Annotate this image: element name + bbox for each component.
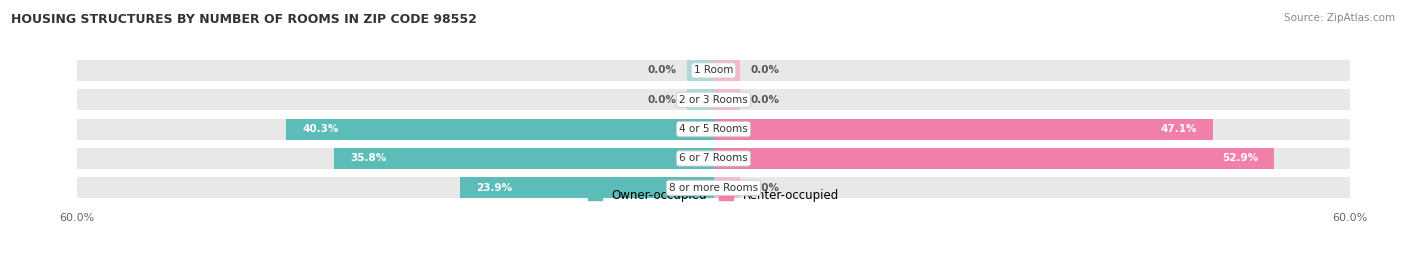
Text: 0.0%: 0.0% bbox=[751, 65, 780, 75]
Text: 40.3%: 40.3% bbox=[302, 124, 339, 134]
Text: 2 or 3 Rooms: 2 or 3 Rooms bbox=[679, 95, 748, 105]
Text: 52.9%: 52.9% bbox=[1222, 154, 1258, 164]
Text: HOUSING STRUCTURES BY NUMBER OF ROOMS IN ZIP CODE 98552: HOUSING STRUCTURES BY NUMBER OF ROOMS IN… bbox=[11, 13, 477, 26]
Text: Source: ZipAtlas.com: Source: ZipAtlas.com bbox=[1284, 13, 1395, 23]
Text: 8 or more Rooms: 8 or more Rooms bbox=[669, 183, 758, 193]
Bar bbox=[460, 177, 714, 198]
Text: 0.0%: 0.0% bbox=[751, 183, 780, 193]
Text: 0.0%: 0.0% bbox=[751, 95, 780, 105]
Text: 0.0%: 0.0% bbox=[647, 65, 676, 75]
Bar bbox=[77, 60, 1350, 81]
Bar bbox=[77, 119, 1350, 140]
Bar bbox=[714, 89, 740, 110]
Bar bbox=[77, 89, 1350, 110]
Text: 35.8%: 35.8% bbox=[350, 154, 387, 164]
Bar bbox=[688, 60, 714, 81]
Text: 23.9%: 23.9% bbox=[477, 183, 512, 193]
Bar bbox=[287, 119, 714, 140]
Bar bbox=[714, 177, 740, 198]
Legend: Owner-occupied, Renter-occupied: Owner-occupied, Renter-occupied bbox=[583, 185, 844, 207]
Text: 6 or 7 Rooms: 6 or 7 Rooms bbox=[679, 154, 748, 164]
Bar bbox=[77, 148, 1350, 169]
Bar bbox=[714, 148, 1274, 169]
Bar bbox=[714, 60, 740, 81]
Text: 4 or 5 Rooms: 4 or 5 Rooms bbox=[679, 124, 748, 134]
Text: 1 Room: 1 Room bbox=[693, 65, 734, 75]
Bar bbox=[335, 148, 714, 169]
Bar bbox=[688, 89, 714, 110]
Bar bbox=[77, 177, 1350, 198]
Bar bbox=[714, 119, 1213, 140]
Text: 0.0%: 0.0% bbox=[647, 95, 676, 105]
Text: 47.1%: 47.1% bbox=[1160, 124, 1197, 134]
